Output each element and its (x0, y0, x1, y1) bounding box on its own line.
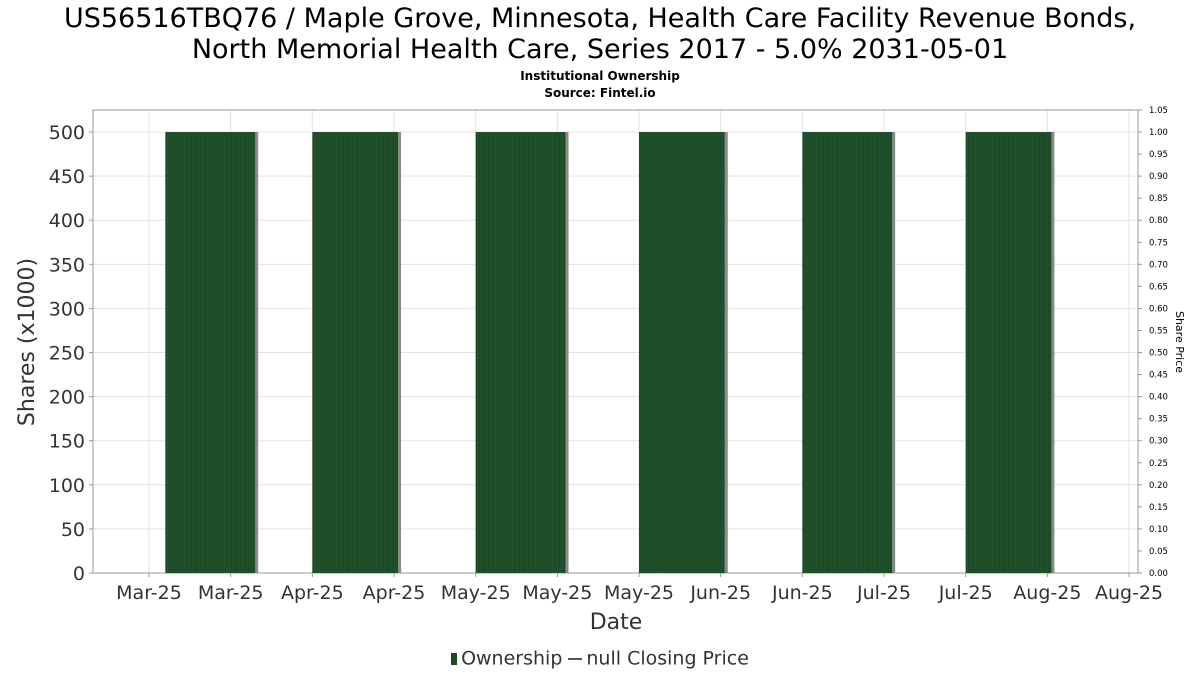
y-tick-label-6: 300 (49, 298, 85, 320)
y2-tick-label-5: 0.25 (1149, 459, 1168, 469)
y-tick-label-4: 200 (49, 387, 85, 409)
chart-subtitle: Institutional Ownership (520, 69, 680, 83)
y2-axis-label: Share Price (1173, 311, 1186, 373)
bar-shadow-3 (724, 132, 728, 574)
x-tick-label-5: May-25 (522, 582, 592, 604)
x-tick-label-2: Apr-25 (281, 582, 344, 604)
y2-tick-label-10: 0.50 (1149, 349, 1168, 359)
y2-tick-label-21: 1.05 (1149, 106, 1168, 116)
chart-source: Source: Fintel.io (544, 86, 656, 100)
y-tick-label-5: 250 (49, 343, 85, 365)
bar-fill-2 (475, 132, 566, 574)
y-axis-ticks: 0 50 100 150 200 250 300 350 400 450 500 (49, 122, 93, 585)
y2-tick-label-3: 0.15 (1149, 503, 1168, 513)
y-tick-label-1: 50 (61, 519, 85, 541)
bar-shadow-5 (1051, 132, 1055, 574)
y-axis-label: Shares (x1000) (15, 258, 40, 426)
plot-area-frame (92, 109, 1139, 574)
x-tick-label-10: Jul-25 (938, 582, 993, 604)
y2-tick-label-17: 0.85 (1149, 194, 1168, 204)
bar-shadow-2 (565, 132, 569, 574)
x-tick-label-6: May-25 (604, 582, 674, 604)
x-tick-label-11: Aug-25 (1013, 582, 1081, 604)
x-axis-label: Date (590, 610, 643, 635)
x-tick-label-1: Mar-25 (198, 582, 264, 604)
y2-tick-label-11: 0.55 (1149, 326, 1168, 336)
bar-3 (639, 132, 728, 574)
y2-tick-label-15: 0.75 (1149, 238, 1168, 248)
legend-price-label: null Closing Price (586, 647, 749, 670)
bar-1 (312, 132, 402, 574)
y2-tick-label-12: 0.60 (1149, 304, 1168, 314)
chart-title-line-1: US56516TBQ76 / Maple Grove, Minnesota, H… (63, 3, 1137, 34)
y-tick-label-2: 100 (49, 475, 85, 497)
bar-shadow-1 (398, 132, 402, 574)
x-tick-label-8: Jun-25 (771, 582, 833, 604)
bar-shadow-0 (255, 132, 259, 574)
y-tick-label-3: 150 (49, 431, 85, 453)
x-tick-label-0: Mar-25 (116, 582, 182, 604)
bar-series-ownership (165, 132, 1055, 574)
x-axis-ticks: Mar-25 Mar-25 Apr-25 Apr-25 May-25 May-25 May-… (116, 573, 1163, 604)
y2-tick-label-0: 0.00 (1149, 569, 1168, 579)
bar-5 (965, 132, 1055, 574)
y-tick-label-8: 400 (49, 210, 85, 232)
y2-tick-label-1: 0.05 (1149, 547, 1168, 557)
y2-axis-ticks: 0.00 0.05 0.10 0.15 0.20 0.25 0.30 0.35 0.40 0.45… (1138, 106, 1168, 579)
legend-price-line (568, 657, 583, 660)
x-tick-label-3: Apr-25 (363, 582, 426, 604)
y-tick-label-7: 350 (49, 254, 85, 276)
y-tick-label-9: 450 (49, 166, 85, 188)
bar-fill-4 (802, 132, 893, 574)
y2-tick-label-13: 0.65 (1149, 282, 1168, 292)
y2-tick-label-9: 0.45 (1149, 371, 1168, 381)
y-tick-label-10: 500 (49, 122, 85, 144)
bar-fill-0 (165, 132, 256, 574)
x-tick-label-7: Jun-25 (689, 582, 751, 604)
y2-tick-label-16: 0.80 (1149, 216, 1168, 226)
legend-ownership-swatch (451, 652, 458, 665)
bar-2 (475, 132, 569, 574)
y2-tick-label-18: 0.90 (1149, 172, 1168, 182)
bar-fill-3 (639, 132, 725, 574)
y2-tick-label-20: 1.00 (1149, 128, 1168, 138)
legend-ownership-label: Ownership (461, 647, 563, 670)
chart-title-line-2: North Memorial Health Care, Series 2017 … (191, 34, 1009, 65)
x-tick-label-4: May-25 (441, 582, 511, 604)
y2-tick-label-4: 0.20 (1149, 481, 1168, 491)
bar-fill-5 (965, 132, 1052, 574)
bar-0 (165, 132, 259, 574)
y2-tick-label-6: 0.30 (1149, 437, 1168, 447)
y2-tick-label-7: 0.35 (1149, 415, 1168, 425)
chart-legend: Ownership null Closing Price (0, 647, 1200, 670)
bar-4 (802, 132, 896, 574)
x-tick-label-9: Jul-25 (856, 582, 911, 604)
y2-tick-label-2: 0.10 (1149, 525, 1168, 535)
bar-fill-1 (312, 132, 399, 574)
y-tick-label-0: 0 (73, 563, 85, 585)
x-tick-label-12: Aug-25 (1095, 582, 1163, 604)
y2-tick-label-19: 0.95 (1149, 150, 1168, 160)
bar-shadow-4 (892, 132, 896, 574)
y2-tick-label-14: 0.70 (1149, 260, 1168, 270)
y2-tick-label-8: 0.40 (1149, 393, 1168, 403)
